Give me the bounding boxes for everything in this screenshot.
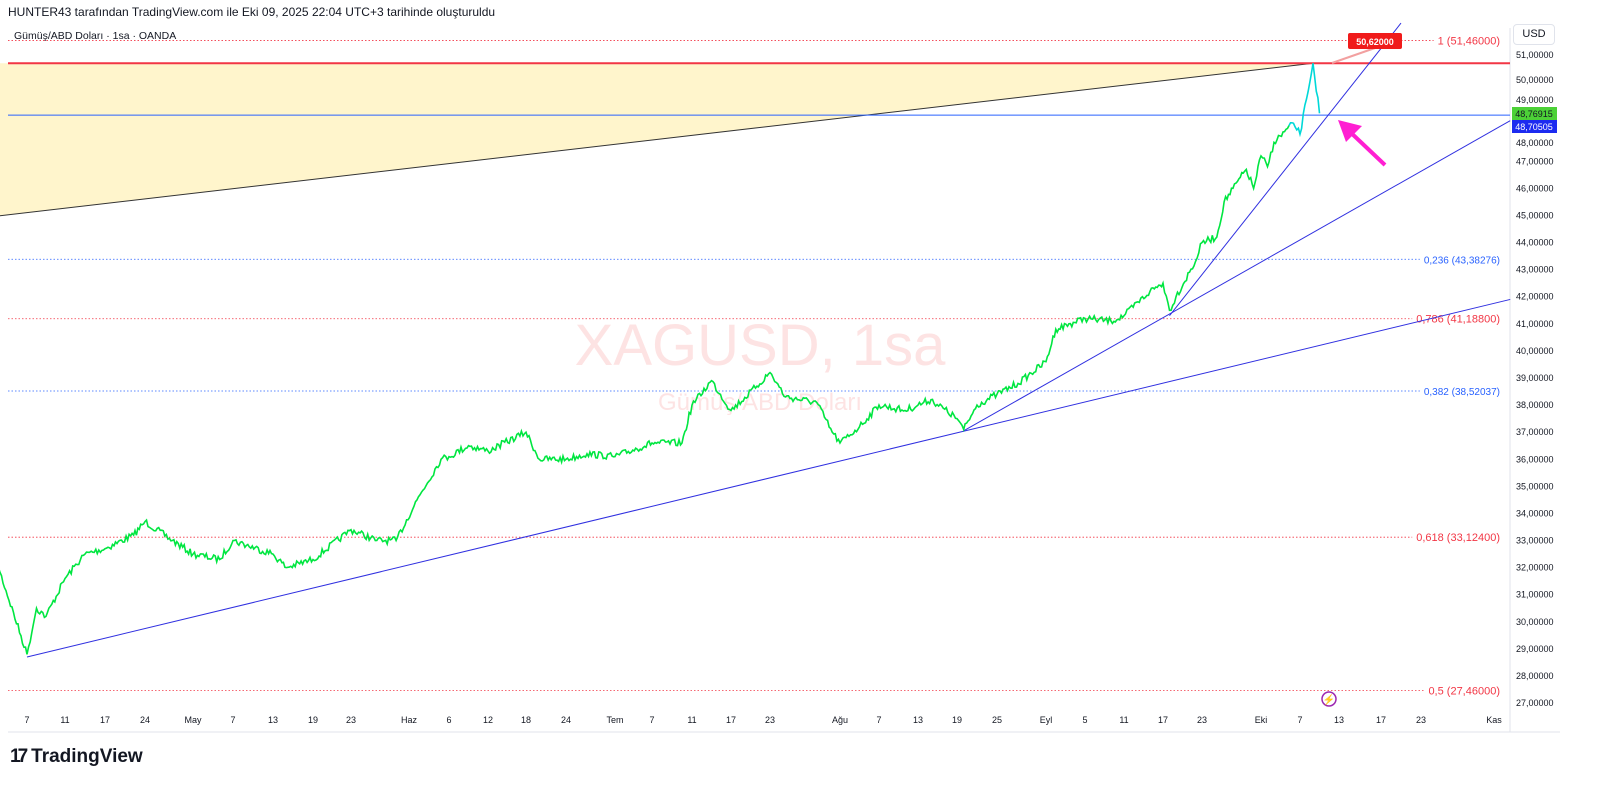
watermark-name: Gümüş/ABD Doları	[658, 389, 862, 416]
lightning-event-icon	[1321, 691, 1337, 707]
x-tick-label: 13	[268, 715, 278, 725]
x-tick-label: Haz	[401, 715, 418, 725]
callout-price: 50,62000	[1356, 37, 1394, 47]
logo-text: TradingView	[31, 746, 143, 767]
y-tick-label: 36,00000	[1516, 454, 1554, 464]
x-tick-label: Kas	[1486, 715, 1502, 725]
x-tick-label: 24	[140, 715, 150, 725]
x-tick-label: Eki	[1255, 715, 1268, 725]
x-tick-label: 13	[1334, 715, 1344, 725]
y-tick-label: 50,00000	[1516, 75, 1554, 85]
trendline	[1169, 22, 1402, 316]
fib-level-label: 1 (51,46000)	[1438, 35, 1500, 47]
y-tick-label: 32,00000	[1516, 563, 1554, 573]
lightning-glyph: ⚡	[1323, 693, 1335, 706]
x-tick-label: 7	[1297, 715, 1302, 725]
y-tick-label: 34,00000	[1516, 508, 1554, 518]
x-tick-label: Ağu	[832, 715, 848, 725]
tv-logo-icon: 17	[10, 746, 28, 767]
y-tick-label: 28,00000	[1516, 671, 1554, 681]
fib-label-bg	[1433, 35, 1504, 48]
x-tick-label: 7	[24, 715, 29, 725]
x-tick-label: 17	[1376, 715, 1386, 725]
x-tick-label: 5	[1082, 715, 1087, 725]
x-tick-label: 7	[230, 715, 235, 725]
y-tick-label: 35,00000	[1516, 481, 1554, 491]
y-tick-label: 39,00000	[1516, 373, 1554, 383]
tradingview-logo[interactable]: 17 TradingView	[10, 746, 143, 768]
y-tick-label: 37,00000	[1516, 427, 1554, 437]
x-tick-label: 7	[876, 715, 881, 725]
y-tick-label: 51,00000	[1516, 50, 1554, 60]
line-price-badge	[1512, 120, 1557, 133]
y-tick-label: 48,00000	[1516, 138, 1554, 148]
fib-level-label: 0,786 (41,18800)	[1416, 314, 1500, 326]
x-tick-label: 18	[521, 715, 531, 725]
zone-edge-line	[0, 62, 1314, 217]
last-price-badge	[1512, 107, 1557, 120]
price-line	[0, 125, 1290, 655]
x-tick-label: 24	[561, 715, 571, 725]
watermark-ticker: XAGUSD, 1sa	[575, 313, 946, 378]
x-tick-label: 23	[1197, 715, 1207, 725]
x-tick-label: 17	[726, 715, 736, 725]
x-tick-label: May	[184, 715, 202, 725]
x-tick-label: 19	[952, 715, 962, 725]
x-tick-label: 17	[100, 715, 110, 725]
arrow-shaft	[1346, 128, 1387, 167]
x-tick-label: 6	[446, 715, 451, 725]
fib-level-label: 0,5 (27,46000)	[1428, 686, 1500, 698]
x-tick-label: 12	[483, 715, 493, 725]
y-tick-label: 44,00000	[1516, 238, 1554, 248]
fib-level-label: 0,236 (43,38276)	[1424, 255, 1500, 266]
y-tick-label: 49,00000	[1516, 95, 1554, 105]
fib-level-label: 0,618 (33,12400)	[1416, 532, 1500, 544]
arrow-head-icon	[1338, 120, 1362, 142]
x-tick-label: Tem	[606, 715, 623, 725]
x-tick-label: 25	[992, 715, 1002, 725]
fib-label-bg	[1412, 532, 1504, 545]
currency-button[interactable]: USD	[1513, 24, 1555, 45]
x-tick-label: 19	[308, 715, 318, 725]
x-tick-label: 23	[1416, 715, 1426, 725]
x-tick-label: 11	[687, 715, 696, 725]
callout-pointer	[1331, 47, 1376, 64]
x-tick-label: 13	[913, 715, 923, 725]
y-tick-label: 27,00000	[1516, 698, 1554, 708]
x-tick-label: 7	[649, 715, 654, 725]
y-tick-label: 33,00000	[1516, 536, 1554, 546]
y-tick-label: 42,00000	[1516, 292, 1554, 302]
symbol-line: Gümüş/ABD Doları · 1sa · OANDA	[14, 30, 177, 42]
y-tick-label: 29,00000	[1516, 644, 1554, 654]
y-tick-label: 41,00000	[1516, 319, 1554, 329]
y-tick-label: 45,00000	[1516, 210, 1554, 220]
y-tick-label: 30,00000	[1516, 617, 1554, 627]
y-tick-label: 31,00000	[1516, 590, 1554, 600]
price-chart[interactable]: XAGUSD, 1sa Gümüş/ABD Doları 27,00000 28,…	[0, 0, 1600, 740]
fib-label-bg	[1419, 255, 1504, 267]
fib-label-bg	[1419, 386, 1504, 398]
y-tick-label: 47,00000	[1516, 156, 1554, 166]
fib-label-bg	[1412, 313, 1504, 326]
x-tick-label: 17	[1158, 715, 1168, 725]
y-tick-label: 46,00000	[1516, 183, 1554, 193]
x-tick-label: 23	[765, 715, 775, 725]
x-tick-label: Eyl	[1040, 715, 1053, 725]
y-tick-label: 43,00000	[1516, 265, 1554, 275]
last-price-label: 48,76915	[1515, 109, 1553, 119]
callout-box	[1348, 33, 1402, 49]
fib-level-label: 0,382 (38,52037)	[1424, 387, 1500, 398]
line-price-label: 48,70505	[1515, 122, 1553, 132]
x-tick-label: 11	[1119, 715, 1128, 725]
price-line-recent	[1288, 63, 1321, 138]
x-tick-label: 23	[346, 715, 356, 725]
trendline	[26, 298, 1511, 658]
y-tick-label: 40,00000	[1516, 346, 1554, 356]
fib-label-bg	[1424, 685, 1504, 698]
chart-caption: HUNTER43 tarafından TradingView.com ile …	[8, 5, 496, 19]
y-tick-label: 38,00000	[1516, 400, 1554, 410]
trendline	[963, 120, 1511, 432]
x-tick-label: 11	[60, 715, 69, 725]
